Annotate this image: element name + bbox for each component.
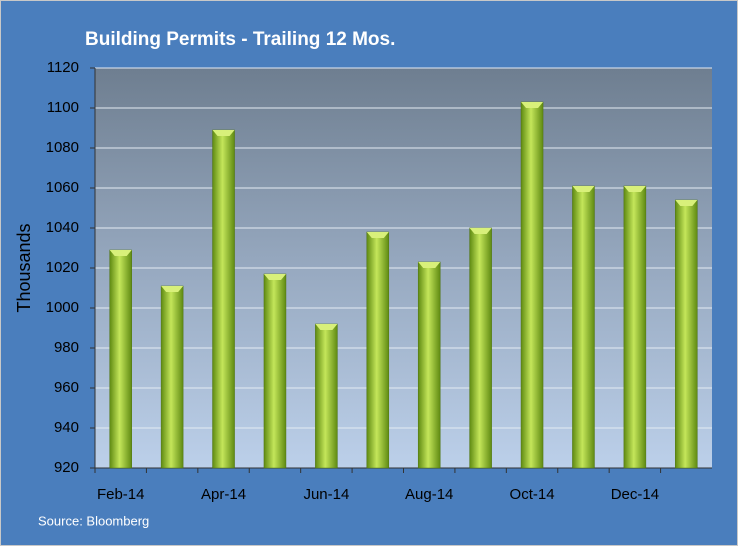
- bar-cap: [521, 102, 544, 108]
- bar-cap: [161, 286, 184, 292]
- bar: [623, 185, 647, 469]
- y-tick-label: 1080: [46, 139, 79, 156]
- y-tick-label: 960: [54, 379, 79, 396]
- y-tick-label: 1060: [46, 179, 79, 196]
- y-axis-label: Thousands: [14, 223, 34, 312]
- bar: [109, 249, 132, 469]
- bar: [520, 101, 544, 469]
- bar: [160, 285, 184, 469]
- bar: [675, 199, 698, 469]
- x-tick-label: Oct-14: [510, 486, 555, 503]
- bar: [572, 185, 595, 469]
- y-tick-label: 920: [54, 459, 79, 476]
- bar: [469, 227, 492, 469]
- y-tick-label: 1100: [47, 99, 79, 116]
- y-tick-label: 1000: [46, 299, 79, 316]
- bar-cap: [212, 130, 235, 136]
- bar: [263, 273, 287, 469]
- chart-title: Building Permits - Trailing 12 Mos.: [85, 29, 395, 50]
- x-tick-label: Jun-14: [303, 486, 349, 503]
- bar: [315, 323, 338, 469]
- bar-cap: [366, 232, 389, 238]
- bar-cap: [109, 250, 132, 256]
- bar-cap: [315, 324, 338, 330]
- y-tick-label: 1120: [47, 59, 79, 76]
- source: Source: Bloomberg: [38, 513, 149, 528]
- x-tick-label: Apr-14: [201, 486, 246, 503]
- bar-cap: [675, 200, 698, 206]
- bar-cap: [572, 186, 595, 192]
- y-tick-label: 980: [54, 339, 79, 356]
- bar: [366, 231, 390, 469]
- y-tick-label: 1040: [46, 219, 79, 236]
- y-tick-label: 1020: [46, 259, 79, 276]
- bar: [417, 261, 441, 469]
- y-tick-label: 940: [54, 419, 79, 436]
- bar: [212, 129, 235, 469]
- x-tick-label: Feb-14: [97, 486, 145, 503]
- x-tick-label: Aug-14: [405, 486, 453, 503]
- bar-cap: [469, 228, 492, 234]
- bar-cap: [263, 274, 286, 280]
- bar-cap: [418, 262, 441, 268]
- x-tick-label: Dec-14: [611, 486, 659, 503]
- bar-cap: [623, 186, 646, 192]
